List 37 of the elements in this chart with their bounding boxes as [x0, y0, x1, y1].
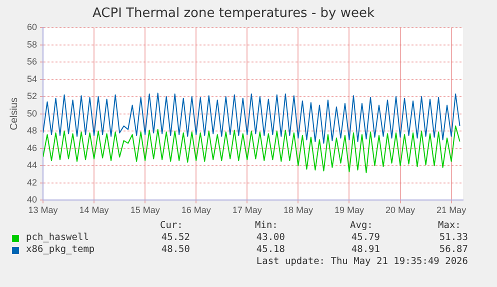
y-axis-title: Celsius	[8, 98, 20, 130]
x-tick-label: 19 May	[334, 205, 364, 216]
x-tick-label: 15 May	[130, 205, 160, 216]
text: 51.33	[439, 232, 468, 243]
text: 45.52	[161, 232, 190, 243]
y-tick-label: 58	[26, 39, 38, 50]
y-tick-label: 52	[26, 91, 38, 102]
y-tick-label: 54	[26, 74, 38, 84]
y-tick-label: 44	[26, 160, 38, 170]
text: 45.79	[351, 232, 380, 243]
text: Cur:	[160, 220, 183, 231]
y-tick-label: 60	[26, 22, 38, 32]
text: Avg:	[350, 220, 373, 231]
y-tick-label: 50	[26, 108, 38, 118]
x-tick-label: 20 May	[386, 205, 416, 216]
x-tick-label: 17 May	[232, 205, 262, 216]
x-tick-label: 21 May	[436, 205, 467, 216]
text: Min:	[255, 220, 278, 231]
x-tick-label: 18 May	[283, 205, 314, 216]
text: 45.18	[256, 244, 285, 255]
chart-title: ACPI Thermal zone temperatures - by week	[92, 6, 375, 22]
legend-label: x86_pkg_temp	[26, 244, 95, 255]
x-tick-label: 13 May	[28, 205, 58, 216]
x-tick-label: 14 May	[79, 205, 110, 216]
y-tick-label: 42	[26, 177, 38, 188]
y-tick-label: 48	[26, 126, 38, 136]
x-tick-label: 16 May	[181, 205, 212, 216]
text: 48.91	[351, 244, 380, 255]
y-tick-label: 56	[26, 56, 38, 67]
text: 56.87	[439, 244, 468, 255]
text: Last update: Thu May 21 19:35:49 2026	[256, 256, 468, 267]
text: 43.00	[256, 232, 285, 243]
legend-label: pch_haswell	[26, 232, 89, 243]
y-tick-label: 40	[26, 194, 38, 205]
text: 48.50	[161, 244, 190, 255]
y-tick-label: 46	[26, 142, 38, 153]
text: Max:	[438, 220, 461, 231]
